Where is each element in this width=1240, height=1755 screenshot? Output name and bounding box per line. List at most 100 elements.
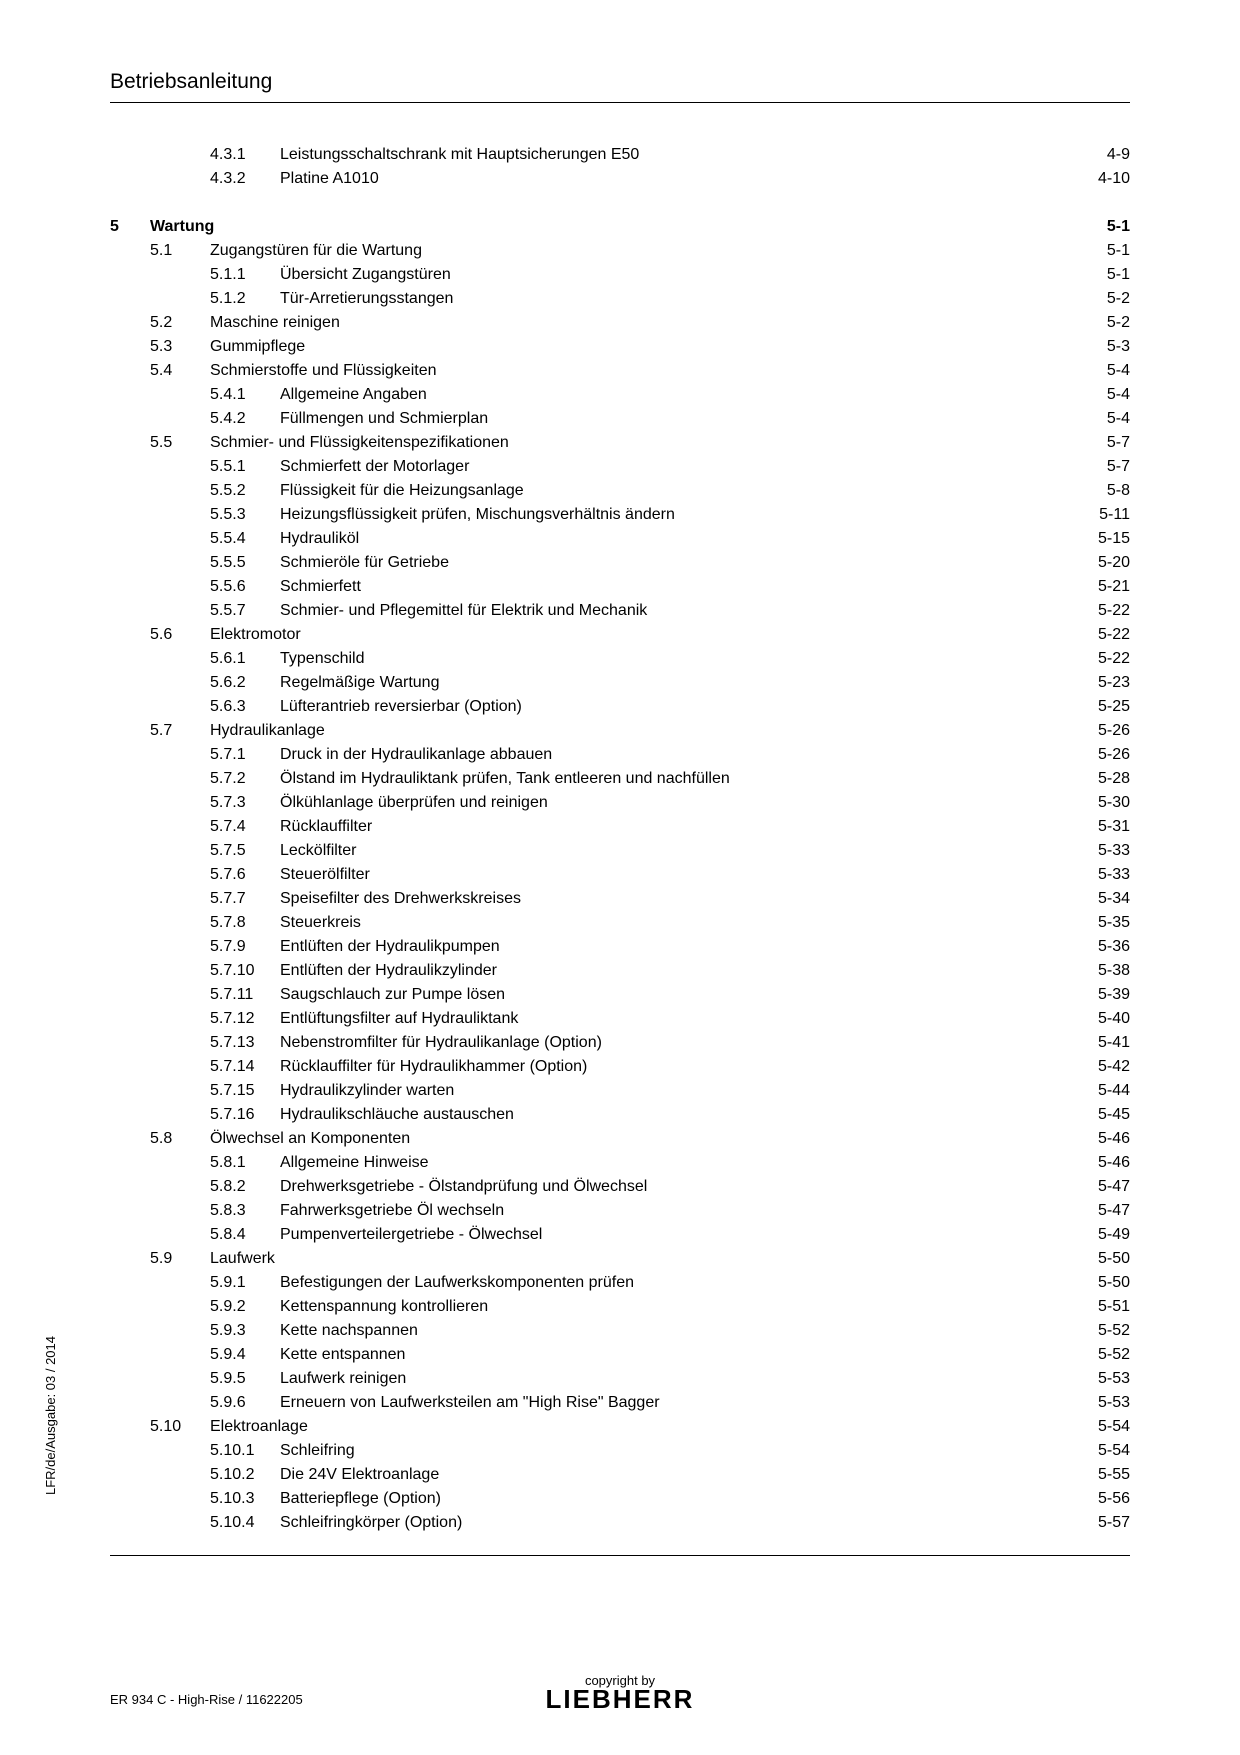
toc-title: Rücklauffilter — [280, 815, 372, 839]
toc-section-number: 5.3 — [150, 335, 210, 359]
bottom-rule — [110, 1555, 1130, 1556]
toc-title: Druck in der Hydraulikanlage abbauen — [280, 743, 552, 767]
toc-subsection-number: 5.7.8 — [210, 911, 280, 935]
toc-page-number: 5-33 — [1094, 863, 1130, 887]
toc-title: Drehwerksgetriebe - Ölstandprüfung und Ö… — [280, 1175, 647, 1199]
toc-subsection-number: 5.5.7 — [210, 599, 280, 623]
toc-title: Lüfterantrieb reversierbar (Option) — [280, 695, 522, 719]
toc-title: Laufwerk reinigen — [280, 1367, 406, 1391]
toc-page-number: 4-10 — [1094, 167, 1130, 191]
toc-page-number: 5-2 — [1103, 311, 1130, 335]
toc-row: 5.7.3Ölkühlanlage überprüfen und reinige… — [110, 791, 1130, 815]
toc-subsection-number: 5.9.1 — [210, 1271, 280, 1295]
toc-row: 5.7.6Steuerölfilter 5-33 — [110, 863, 1130, 887]
toc-row: 5.7.1Druck in der Hydraulikanlage abbaue… — [110, 743, 1130, 767]
toc-subsection-number: 5.5.5 — [210, 551, 280, 575]
page-header: Betriebsanleitung — [110, 70, 1130, 103]
toc-subsection-number: 5.7.5 — [210, 839, 280, 863]
toc-title: Wartung — [150, 215, 214, 239]
toc-page-number: 5-26 — [1094, 719, 1130, 743]
toc-row: 5.6Elektromotor5-22 — [110, 623, 1130, 647]
toc-page-number: 5-1 — [1103, 215, 1130, 239]
toc-title: Ölkühlanlage überprüfen und reinigen — [280, 791, 548, 815]
toc-section-number: 5.9 — [150, 1247, 210, 1271]
toc-page-number: 5-1 — [1103, 263, 1130, 287]
toc-title: Steuerölfilter — [280, 863, 370, 887]
toc-row: 5.5.3Heizungsflüssigkeit prüfen, Mischun… — [110, 503, 1130, 527]
toc-title: Saugschlauch zur Pumpe lösen — [280, 983, 505, 1007]
toc-row: 5.7.14Rücklauffilter für Hydraulikhammer… — [110, 1055, 1130, 1079]
toc-row: 5.9Laufwerk 5-50 — [110, 1247, 1130, 1271]
toc-subsection-number: 5.10.2 — [210, 1463, 280, 1487]
toc-page-number: 5-3 — [1103, 335, 1130, 359]
toc-title: Erneuern von Laufwerksteilen am "High Ri… — [280, 1391, 660, 1415]
toc-title: Zugangstüren für die Wartung — [210, 239, 422, 263]
toc-row: 5.9.2Kettenspannung kontrollieren5-51 — [110, 1295, 1130, 1319]
toc-title: Rücklauffilter für Hydraulikhammer (Opti… — [280, 1055, 587, 1079]
toc-page-number: 5-7 — [1103, 431, 1130, 455]
toc-subsection-number: 5.10.1 — [210, 1439, 280, 1463]
toc-title: Regelmäßige Wartung — [280, 671, 439, 695]
toc-page-number: 5-35 — [1094, 911, 1130, 935]
toc-page-number: 5-54 — [1094, 1415, 1130, 1439]
toc-page-number: 5-55 — [1094, 1463, 1130, 1487]
toc-title: Hydraulikanlage — [210, 719, 325, 743]
toc-subsection-number: 5.7.13 — [210, 1031, 280, 1055]
toc-page-number: 5-53 — [1094, 1391, 1130, 1415]
toc-page-number: 5-46 — [1094, 1127, 1130, 1151]
toc-row: 5.10.1Schleifring5-54 — [110, 1439, 1130, 1463]
toc-page-number: 5-49 — [1094, 1223, 1130, 1247]
toc-title: Entlüften der Hydraulikzylinder — [280, 959, 497, 983]
toc-subsection-number: 5.9.5 — [210, 1367, 280, 1391]
toc-row: 5.9.6Erneuern von Laufwerksteilen am "Hi… — [110, 1391, 1130, 1415]
toc-chapter-number: 5 — [110, 215, 150, 239]
toc-row: 5.6.3Lüfterantrieb reversierbar (Option)… — [110, 695, 1130, 719]
toc-title: Leckölfilter — [280, 839, 356, 863]
toc-title: Schmieröle für Getriebe — [280, 551, 449, 575]
toc-subsection-number: 5.1.1 — [210, 263, 280, 287]
toc-page-number: 5-50 — [1094, 1247, 1130, 1271]
toc-page-number: 5-26 — [1094, 743, 1130, 767]
toc-title: Flüssigkeit für die Heizungsanlage — [280, 479, 524, 503]
toc-row: 5.5.6Schmierfett5-21 — [110, 575, 1130, 599]
toc-page-number: 5-25 — [1094, 695, 1130, 719]
toc-subsection-number: 5.7.15 — [210, 1079, 280, 1103]
toc-row: 5.7Hydraulikanlage5-26 — [110, 719, 1130, 743]
toc-subsection-number: 5.9.4 — [210, 1343, 280, 1367]
toc-page-number: 5-44 — [1094, 1079, 1130, 1103]
toc-page-number: 5-22 — [1094, 623, 1130, 647]
toc-title: Die 24V Elektroanlage — [280, 1463, 439, 1487]
toc-page-number: 5-40 — [1094, 1007, 1130, 1031]
toc-title: Nebenstromfilter für Hydraulikanlage (Op… — [280, 1031, 602, 1055]
toc-page-number: 5-23 — [1094, 671, 1130, 695]
toc-subsection-number: 5.8.1 — [210, 1151, 280, 1175]
toc-row: 5.7.11Saugschlauch zur Pumpe lösen5-39 — [110, 983, 1130, 1007]
toc-subsection-number: 5.5.3 — [210, 503, 280, 527]
toc-page-number: 5-31 — [1094, 815, 1130, 839]
toc-page-number: 5-51 — [1094, 1295, 1130, 1319]
toc-row: 5.9.5Laufwerk reinigen5-53 — [110, 1367, 1130, 1391]
side-edition-text: LFR/de/Ausgabe: 03 / 2014 — [43, 1336, 58, 1495]
toc-subsection-number: 5.9.6 — [210, 1391, 280, 1415]
toc-page-number: 5-21 — [1094, 575, 1130, 599]
toc-title: Typenschild — [280, 647, 365, 671]
toc-row: 5.7.10Entlüften der Hydraulikzylinder5-3… — [110, 959, 1130, 983]
toc-section-number: 5.1 — [150, 239, 210, 263]
toc-title: Schmier- und Pflegemittel für Elektrik u… — [280, 599, 647, 623]
toc-row: 5.7.9Entlüften der Hydraulikpumpen5-36 — [110, 935, 1130, 959]
toc-row: 5.4Schmierstoffe und Flüssigkeiten5-4 — [110, 359, 1130, 383]
toc-row: 5.5.1Schmierfett der Motorlager5-7 — [110, 455, 1130, 479]
toc-row: 5.8.1Allgemeine Hinweise5-46 — [110, 1151, 1130, 1175]
toc-spacer — [110, 191, 1130, 215]
toc-row: 5.9.4Kette entspannen5-52 — [110, 1343, 1130, 1367]
toc-title: Laufwerk — [210, 1247, 275, 1271]
toc-page-number: 5-41 — [1094, 1031, 1130, 1055]
toc-section-number: 5.4 — [150, 359, 210, 383]
toc-page-number: 5-7 — [1103, 455, 1130, 479]
toc-row: 4.3.2Platine A10104-10 — [110, 167, 1130, 191]
document-id: ER 934 C - High-Rise / 11622205 — [110, 1692, 303, 1707]
toc-title: Schmierfett — [280, 575, 361, 599]
toc-subsection-number: 5.7.6 — [210, 863, 280, 887]
toc-page-number: 5-20 — [1094, 551, 1130, 575]
toc-row: 5.7.2Ölstand im Hydrauliktank prüfen, Ta… — [110, 767, 1130, 791]
